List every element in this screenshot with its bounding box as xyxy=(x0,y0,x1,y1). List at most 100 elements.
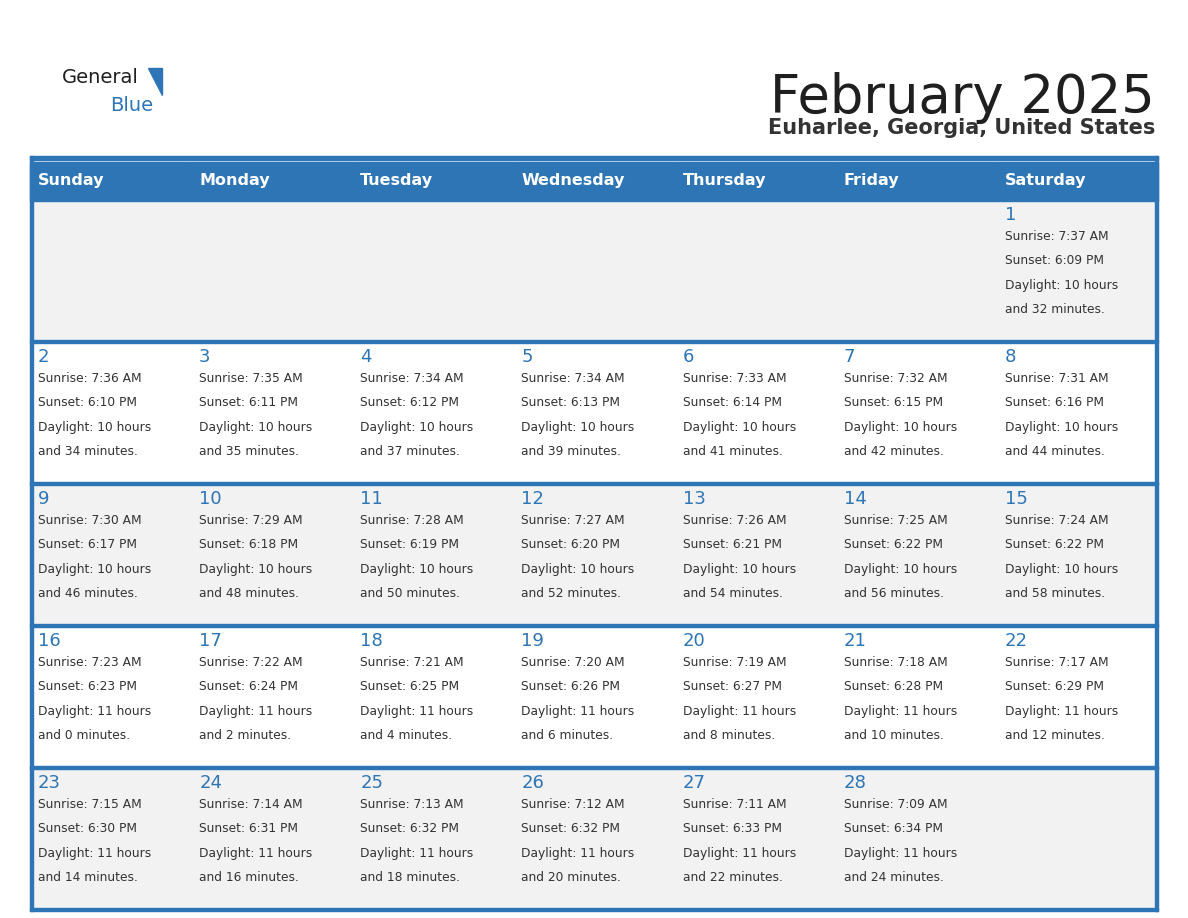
Text: 19: 19 xyxy=(522,632,544,650)
Bar xyxy=(1155,156,1158,911)
Text: Sunrise: 7:27 AM: Sunrise: 7:27 AM xyxy=(522,514,625,527)
Text: and 10 minutes.: and 10 minutes. xyxy=(843,729,943,742)
Text: and 54 minutes.: and 54 minutes. xyxy=(683,587,783,599)
Bar xyxy=(675,162,835,198)
Bar xyxy=(30,198,1158,200)
Text: 18: 18 xyxy=(360,632,383,650)
Text: Sunset: 6:34 PM: Sunset: 6:34 PM xyxy=(843,823,943,835)
Text: Sunset: 6:32 PM: Sunset: 6:32 PM xyxy=(360,823,460,835)
Text: and 42 minutes.: and 42 minutes. xyxy=(843,445,943,458)
Text: 16: 16 xyxy=(38,632,61,650)
Text: Sunset: 6:16 PM: Sunset: 6:16 PM xyxy=(1005,397,1104,409)
Text: Sunset: 6:20 PM: Sunset: 6:20 PM xyxy=(522,538,620,552)
Text: Sunset: 6:21 PM: Sunset: 6:21 PM xyxy=(683,538,782,552)
Text: Daylight: 10 hours: Daylight: 10 hours xyxy=(200,563,312,576)
Text: and 6 minutes.: and 6 minutes. xyxy=(522,729,613,742)
Text: Sunset: 6:29 PM: Sunset: 6:29 PM xyxy=(1005,680,1104,693)
Text: and 34 minutes.: and 34 minutes. xyxy=(38,445,138,458)
Text: Sunset: 6:26 PM: Sunset: 6:26 PM xyxy=(522,680,620,693)
Text: Sunrise: 7:32 AM: Sunrise: 7:32 AM xyxy=(843,372,947,385)
Text: Daylight: 11 hours: Daylight: 11 hours xyxy=(38,705,151,718)
Text: Sunset: 6:15 PM: Sunset: 6:15 PM xyxy=(843,397,943,409)
Text: Daylight: 10 hours: Daylight: 10 hours xyxy=(683,420,796,433)
Text: and 35 minutes.: and 35 minutes. xyxy=(200,445,299,458)
Bar xyxy=(835,162,997,198)
Text: Sunset: 6:31 PM: Sunset: 6:31 PM xyxy=(200,823,298,835)
Text: and 52 minutes.: and 52 minutes. xyxy=(522,587,621,599)
Text: Daylight: 10 hours: Daylight: 10 hours xyxy=(1005,278,1118,292)
Text: Daylight: 10 hours: Daylight: 10 hours xyxy=(360,420,474,433)
Text: Daylight: 10 hours: Daylight: 10 hours xyxy=(683,563,796,576)
Text: Sunrise: 7:36 AM: Sunrise: 7:36 AM xyxy=(38,372,141,385)
Text: Sunset: 6:23 PM: Sunset: 6:23 PM xyxy=(38,680,137,693)
Text: and 8 minutes.: and 8 minutes. xyxy=(683,729,775,742)
Text: Daylight: 11 hours: Daylight: 11 hours xyxy=(683,846,796,859)
Text: Sunrise: 7:37 AM: Sunrise: 7:37 AM xyxy=(1005,230,1108,243)
Text: Friday: Friday xyxy=(843,173,899,187)
Text: Sunrise: 7:35 AM: Sunrise: 7:35 AM xyxy=(200,372,303,385)
Text: Daylight: 11 hours: Daylight: 11 hours xyxy=(522,705,634,718)
Text: Sunrise: 7:19 AM: Sunrise: 7:19 AM xyxy=(683,656,786,669)
Text: 20: 20 xyxy=(683,632,706,650)
Text: and 24 minutes.: and 24 minutes. xyxy=(843,871,943,884)
Text: 8: 8 xyxy=(1005,348,1016,366)
Text: Sunset: 6:27 PM: Sunset: 6:27 PM xyxy=(683,680,782,693)
Text: and 58 minutes.: and 58 minutes. xyxy=(1005,587,1105,599)
Text: Sunrise: 7:30 AM: Sunrise: 7:30 AM xyxy=(38,514,141,527)
Bar xyxy=(30,766,1158,768)
Text: Sunset: 6:22 PM: Sunset: 6:22 PM xyxy=(843,538,943,552)
Text: Sunset: 6:25 PM: Sunset: 6:25 PM xyxy=(360,680,460,693)
Text: Sunset: 6:19 PM: Sunset: 6:19 PM xyxy=(360,538,460,552)
Bar xyxy=(30,766,1158,908)
Text: 12: 12 xyxy=(522,490,544,508)
Bar xyxy=(191,162,353,198)
Text: Blue: Blue xyxy=(110,96,153,115)
Text: Sunrise: 7:26 AM: Sunrise: 7:26 AM xyxy=(683,514,786,527)
Text: Daylight: 10 hours: Daylight: 10 hours xyxy=(522,420,634,433)
Text: and 50 minutes.: and 50 minutes. xyxy=(360,587,460,599)
Bar xyxy=(30,162,191,198)
Bar xyxy=(30,198,1158,340)
Text: Monday: Monday xyxy=(200,173,270,187)
Text: Wednesday: Wednesday xyxy=(522,173,625,187)
Text: Daylight: 10 hours: Daylight: 10 hours xyxy=(38,563,151,576)
Text: Sunrise: 7:09 AM: Sunrise: 7:09 AM xyxy=(843,798,947,811)
Text: General: General xyxy=(62,68,139,87)
Text: Daylight: 10 hours: Daylight: 10 hours xyxy=(843,420,958,433)
Text: Sunrise: 7:31 AM: Sunrise: 7:31 AM xyxy=(1005,372,1108,385)
Text: Sunset: 6:18 PM: Sunset: 6:18 PM xyxy=(200,538,298,552)
Text: Sunrise: 7:22 AM: Sunrise: 7:22 AM xyxy=(200,656,303,669)
Bar xyxy=(30,624,1158,626)
Text: 11: 11 xyxy=(360,490,383,508)
Text: Daylight: 10 hours: Daylight: 10 hours xyxy=(38,420,151,433)
Text: 2: 2 xyxy=(38,348,50,366)
Bar xyxy=(513,162,675,198)
Text: Sunset: 6:22 PM: Sunset: 6:22 PM xyxy=(1005,538,1104,552)
Text: Sunrise: 7:28 AM: Sunrise: 7:28 AM xyxy=(360,514,465,527)
Text: February 2025: February 2025 xyxy=(770,72,1155,124)
Text: Saturday: Saturday xyxy=(1005,173,1086,187)
Text: 25: 25 xyxy=(360,774,384,792)
Text: Daylight: 11 hours: Daylight: 11 hours xyxy=(360,705,474,718)
Text: Sunrise: 7:24 AM: Sunrise: 7:24 AM xyxy=(1005,514,1108,527)
Bar xyxy=(997,162,1158,198)
Text: Tuesday: Tuesday xyxy=(360,173,434,187)
Text: Sunset: 6:14 PM: Sunset: 6:14 PM xyxy=(683,397,782,409)
Text: 1: 1 xyxy=(1005,206,1016,224)
Text: Sunrise: 7:25 AM: Sunrise: 7:25 AM xyxy=(843,514,948,527)
Text: and 0 minutes.: and 0 minutes. xyxy=(38,729,131,742)
Text: Sunrise: 7:12 AM: Sunrise: 7:12 AM xyxy=(522,798,625,811)
Text: Sunrise: 7:23 AM: Sunrise: 7:23 AM xyxy=(38,656,141,669)
Text: Sunset: 6:12 PM: Sunset: 6:12 PM xyxy=(360,397,460,409)
Text: and 16 minutes.: and 16 minutes. xyxy=(200,871,299,884)
Bar xyxy=(30,156,1158,160)
Text: 10: 10 xyxy=(200,490,222,508)
Text: Daylight: 11 hours: Daylight: 11 hours xyxy=(200,846,312,859)
Text: 9: 9 xyxy=(38,490,50,508)
Text: and 39 minutes.: and 39 minutes. xyxy=(522,445,621,458)
Text: Sunrise: 7:14 AM: Sunrise: 7:14 AM xyxy=(200,798,303,811)
Text: and 4 minutes.: and 4 minutes. xyxy=(360,729,453,742)
Text: Daylight: 10 hours: Daylight: 10 hours xyxy=(1005,420,1118,433)
Text: Daylight: 11 hours: Daylight: 11 hours xyxy=(683,705,796,718)
Text: Sunrise: 7:33 AM: Sunrise: 7:33 AM xyxy=(683,372,786,385)
